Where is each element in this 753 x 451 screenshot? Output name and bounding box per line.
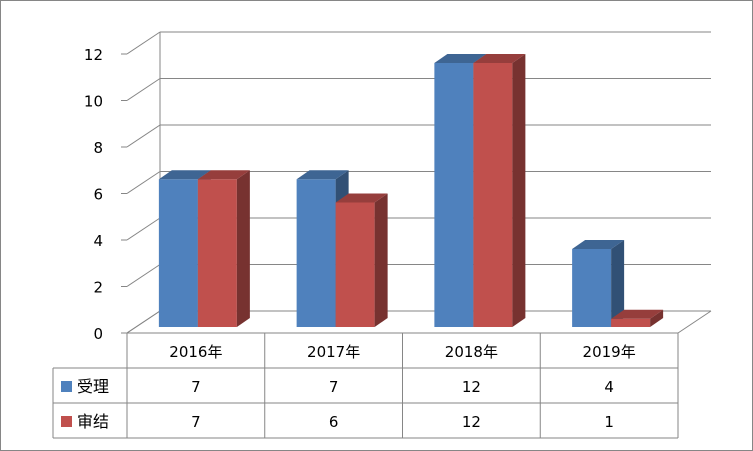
- category-label: 2016年: [169, 343, 222, 361]
- bar: [572, 249, 612, 327]
- bar-top: [611, 309, 664, 319]
- bar: [197, 179, 237, 327]
- category-label: 2019年: [583, 343, 636, 361]
- data-label: 12: [462, 378, 481, 396]
- y-tick-label: 12: [84, 46, 103, 64]
- data-label: 7: [191, 378, 201, 396]
- bar-side: [512, 54, 526, 327]
- gridline-diagonal: [126, 78, 161, 101]
- y-tick-label: 6: [93, 186, 103, 204]
- bar: [335, 202, 375, 327]
- gridline-diagonal: [126, 217, 161, 241]
- series-name: 受理: [77, 377, 109, 396]
- gridline-diagonal: [126, 124, 161, 148]
- legend-key: [61, 416, 72, 427]
- bar: [296, 179, 336, 327]
- bar-top: [158, 170, 211, 180]
- bar: [158, 179, 198, 327]
- legend-key: [61, 381, 72, 392]
- data-label: 4: [604, 378, 614, 396]
- bar-top: [335, 193, 388, 203]
- bar: [473, 63, 513, 327]
- bar-side: [611, 240, 625, 327]
- y-tick-label: 0: [93, 325, 103, 343]
- bar-side: [236, 170, 250, 327]
- bar-top: [473, 54, 526, 63]
- bar: [434, 63, 474, 327]
- y-tick-label: 10: [84, 93, 103, 111]
- bar-top: [197, 170, 250, 180]
- bar-side: [650, 309, 664, 327]
- bar-side: [374, 193, 388, 327]
- data-label: 1: [604, 413, 614, 431]
- category-label: 2018年: [445, 343, 498, 361]
- bar-top: [434, 54, 487, 63]
- bar: [611, 318, 651, 327]
- data-label: 7: [329, 378, 339, 396]
- series-name: 审结: [77, 412, 109, 431]
- y-tick-label: 2: [93, 279, 103, 297]
- floor-right-edge: [677, 310, 712, 334]
- category-label: 2017年: [307, 343, 360, 361]
- data-label: 6: [329, 413, 339, 431]
- gridline-diagonal: [126, 171, 161, 194]
- gridline-diagonal: [126, 310, 161, 334]
- bar-top: [296, 170, 349, 180]
- data-label: 7: [191, 413, 201, 431]
- data-label: 12: [462, 413, 481, 431]
- bar-top: [572, 240, 625, 249]
- gridline-diagonal: [126, 264, 161, 287]
- gridline-diagonal: [126, 31, 161, 55]
- y-tick-label: 8: [93, 139, 103, 157]
- y-tick-label: 4: [93, 232, 103, 250]
